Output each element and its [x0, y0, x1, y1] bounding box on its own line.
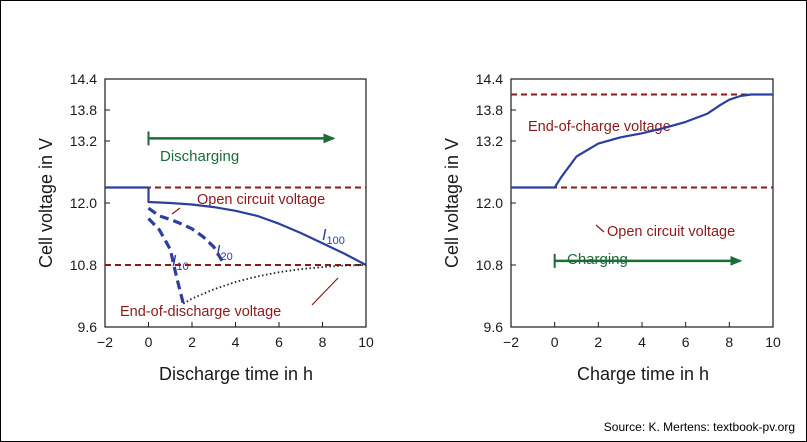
charge-chart: −2 0 2 4 6 8 10 9.6 10.8 12.0 13.2 13.8 14.4 Charge t…	[442, 71, 781, 384]
x-tick-label: 0	[551, 334, 559, 350]
series-label: I20	[216, 243, 233, 263]
x-tick-label: 8	[725, 334, 733, 350]
x-tick-label: 10	[765, 334, 781, 350]
x-tick-label: 2	[594, 334, 602, 350]
x-tick-label: 2	[188, 334, 196, 350]
series-line-dot	[182, 264, 367, 305]
series-label: I10	[172, 253, 189, 273]
y-tick-label: 9.6	[78, 319, 98, 335]
x-axis-title: Charge time in h	[577, 364, 709, 384]
reference-label: Open circuit voltage	[607, 224, 735, 240]
series-label: I100	[322, 227, 345, 247]
arrow-label: Charging	[567, 251, 628, 268]
y-tick-label: 12.0	[476, 195, 503, 211]
y-tick-label: 10.8	[70, 257, 97, 273]
series-line-20	[147, 206, 226, 266]
y-tick-label: 14.4	[70, 71, 97, 87]
discharge-chart: −2 0 2 4 6 8 10 9.6 10.8 12.0 13.2 13.8 14.4 Discharg…	[36, 71, 374, 384]
x-tick-label: −2	[503, 334, 519, 350]
y-axis-title: Cell voltage in V	[36, 138, 56, 268]
y-axis-title: Cell voltage in V	[442, 138, 462, 268]
x-axis-title: Discharge time in h	[159, 364, 313, 384]
x-tick-label: −2	[97, 334, 113, 350]
y-tick-label: 13.8	[70, 102, 97, 118]
series-line-10	[147, 217, 185, 305]
y-tick-label: 14.4	[476, 71, 503, 87]
reference-label: Open circuit voltage	[197, 192, 325, 208]
y-tick-label: 12.0	[70, 195, 97, 211]
arrow-label: Discharging	[160, 148, 239, 165]
y-tick-label: 10.8	[476, 257, 503, 273]
y-tick-label: 9.6	[484, 319, 504, 335]
series-line-solid	[511, 93, 773, 189]
x-tick-label: 4	[232, 334, 240, 350]
x-tick-label: 4	[638, 334, 646, 350]
x-tick-label: 8	[319, 334, 327, 350]
x-tick-label: 10	[358, 334, 374, 350]
annotation-leader	[311, 277, 339, 306]
y-tick-label: 13.8	[476, 102, 503, 118]
annotation-leader	[171, 207, 181, 215]
reference-label: End-of-charge voltage	[528, 119, 671, 135]
x-tick-label: 6	[682, 334, 690, 350]
x-tick-label: 0	[145, 334, 153, 350]
reference-label: End-of-discharge voltage	[120, 304, 281, 320]
series-line-100	[105, 186, 367, 266]
y-tick-label: 13.2	[70, 133, 97, 149]
source-credit: Source: K. Mertens: textbook-pv.org	[603, 420, 795, 434]
plot-area-1	[510, 78, 774, 328]
y-tick-label: 13.2	[476, 133, 503, 149]
annotation-leader	[595, 224, 605, 233]
x-tick-label: 6	[275, 334, 283, 350]
